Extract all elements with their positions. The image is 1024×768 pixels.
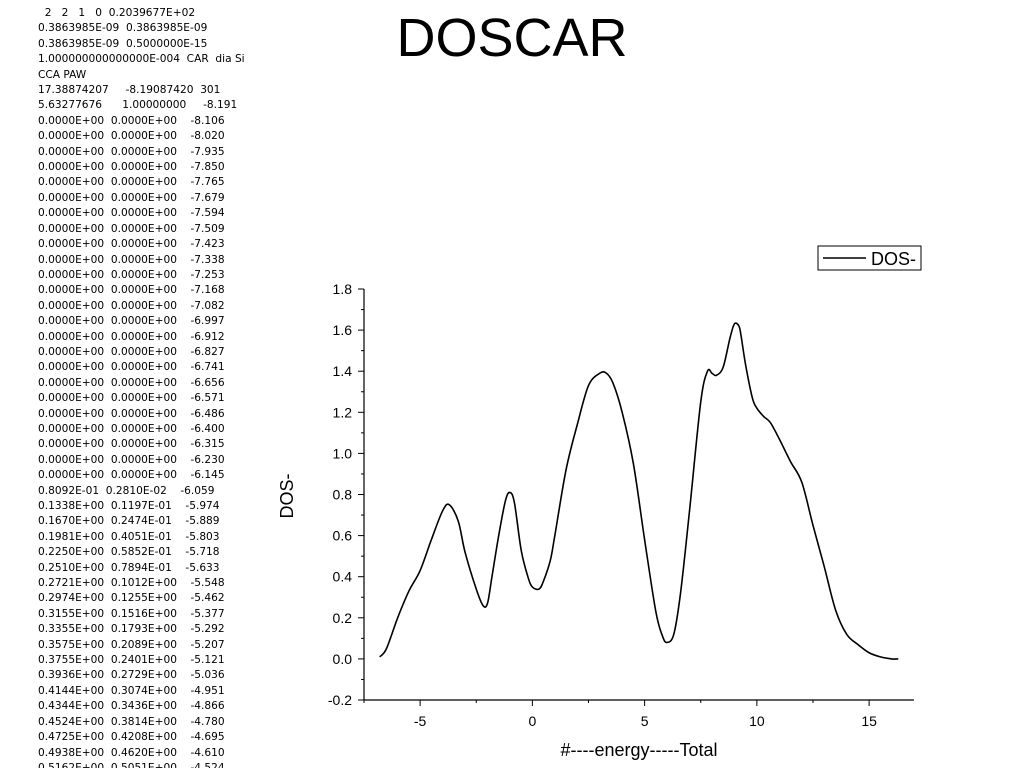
doscar-line: 0.4524E+00 0.3814E+00 -4.780 xyxy=(38,715,225,728)
y-tick-label: 0.8 xyxy=(333,487,353,503)
doscar-line: 17.38874207 -8.19087420 301 xyxy=(38,84,221,97)
doscar-line: 5.63277676 1.00000000 -8.191 xyxy=(38,99,238,112)
doscar-line: 0.3863985E-09 0.5000000E-15 xyxy=(38,37,208,50)
y-tick-label: 1.8 xyxy=(333,281,353,297)
doscar-line: 0.0000E+00 0.0000E+00 -7.594 xyxy=(38,207,225,220)
doscar-line: 0.2721E+00 0.1012E+00 -5.548 xyxy=(38,577,225,590)
doscar-line: 0.0000E+00 0.0000E+00 -7.082 xyxy=(38,299,225,312)
doscar-line: 0.0000E+00 0.0000E+00 -7.935 xyxy=(38,145,225,158)
doscar-line: 0.3755E+00 0.2401E+00 -5.121 xyxy=(38,654,225,667)
doscar-line: 0.0000E+00 0.0000E+00 -7.765 xyxy=(38,176,225,189)
y-tick-label: -0.2 xyxy=(328,692,352,708)
y-tick-label: 1.2 xyxy=(333,404,353,420)
x-axis-label: #----energy-----Total xyxy=(560,740,717,760)
y-axis-label: DOS- xyxy=(277,473,297,518)
doscar-line: 0.2510E+00 0.7894E-01 -5.633 xyxy=(38,561,220,574)
doscar-line: 0.0000E+00 0.0000E+00 -7.338 xyxy=(38,253,225,266)
doscar-line: 0.0000E+00 0.0000E+00 -7.509 xyxy=(38,222,225,235)
chart-series xyxy=(379,322,899,660)
doscar-line: 2 2 1 0 0.2039677E+02 xyxy=(38,7,196,19)
doscar-line: 0.3355E+00 0.1793E+00 -5.292 xyxy=(38,623,225,636)
doscar-text-listing: 2 2 1 0 0.2039677E+02 0.3863985E-09 0.386… xyxy=(38,6,278,768)
y-tick-label: 1.0 xyxy=(333,445,353,461)
chart-axes xyxy=(363,289,914,701)
doscar-line: 0.0000E+00 0.0000E+00 -7.168 xyxy=(38,284,225,297)
doscar-line: 0.0000E+00 0.0000E+00 -6.997 xyxy=(38,315,225,328)
doscar-line: 0.4938E+00 0.4620E+00 -4.610 xyxy=(38,746,225,759)
y-tick-label: 0.0 xyxy=(333,651,353,667)
doscar-line: 0.0000E+00 0.0000E+00 -6.656 xyxy=(38,376,225,389)
doscar-line: 0.0000E+00 0.0000E+00 -6.571 xyxy=(38,392,225,405)
chart-ticks: -0.2 0.0 0.2 0.4 0.6 0.8 1.0 1.2 1.4 1.6 1.8 -5 0 5 10… xyxy=(328,281,877,729)
doscar-line: 0.0000E+00 0.0000E+00 -6.741 xyxy=(38,361,225,374)
doscar-line: 0.4144E+00 0.3074E+00 -4.951 xyxy=(38,684,225,697)
y-tick-label: 0.2 xyxy=(333,610,353,626)
doscar-line: 0.0000E+00 0.0000E+00 -6.827 xyxy=(38,345,225,358)
slide-title: DOSCAR xyxy=(396,8,628,68)
doscar-line: 0.2974E+00 0.1255E+00 -5.462 xyxy=(38,592,225,605)
doscar-line: 0.2250E+00 0.5852E-01 -5.718 xyxy=(38,546,220,559)
doscar-line: 0.0000E+00 0.0000E+00 -6.315 xyxy=(38,438,225,451)
chart-legend: DOS- xyxy=(817,245,922,271)
doscar-line: 0.0000E+00 0.0000E+00 -6.912 xyxy=(38,330,225,343)
doscar-line: 0.0000E+00 0.0000E+00 -8.106 xyxy=(38,114,225,127)
x-tick-label: 15 xyxy=(861,713,877,729)
doscar-line: 0.3863985E-09 0.3863985E-09 xyxy=(38,22,208,35)
doscar-line: 0.0000E+00 0.0000E+00 -6.486 xyxy=(38,407,225,420)
doscar-line: 0.0000E+00 0.0000E+00 -6.400 xyxy=(38,422,225,435)
doscar-line: 0.0000E+00 0.0000E+00 -8.020 xyxy=(38,130,225,143)
doscar-line: 0.0000E+00 0.0000E+00 -7.679 xyxy=(38,191,225,204)
x-tick-label: -5 xyxy=(414,713,427,729)
x-tick-label: 5 xyxy=(641,713,649,729)
doscar-line: 0.4344E+00 0.3436E+00 -4.866 xyxy=(38,700,225,713)
doscar-line: 0.4725E+00 0.4208E+00 -4.695 xyxy=(38,731,225,744)
doscar-line: 1.000000000000000E-004 CAR dia Si xyxy=(38,53,245,66)
doscar-line: 0.0000E+00 0.0000E+00 -6.145 xyxy=(38,469,225,482)
x-tick-label: 10 xyxy=(749,713,765,729)
series-line-dos xyxy=(379,322,899,660)
doscar-line: 0.1670E+00 0.2474E-01 -5.889 xyxy=(38,515,220,528)
doscar-line: 0.3936E+00 0.2729E+00 -5.036 xyxy=(38,669,225,682)
doscar-line: 0.0000E+00 0.0000E+00 -7.850 xyxy=(38,161,225,174)
doscar-line: 0.3155E+00 0.1516E+00 -5.377 xyxy=(38,607,225,620)
doscar-line: 0.0000E+00 0.0000E+00 -6.230 xyxy=(38,453,225,466)
y-tick-label: 0.6 xyxy=(333,528,353,544)
doscar-line: 0.1338E+00 0.1197E-01 -5.974 xyxy=(38,500,220,512)
doscar-line: 0.8092E-01 0.2810E-02 -6.059 xyxy=(38,484,215,497)
doscar-line: 0.0000E+00 0.0000E+00 -7.253 xyxy=(38,268,225,281)
y-tick-label: 1.6 xyxy=(333,322,353,338)
doscar-line: 0.1981E+00 0.4051E-01 -5.803 xyxy=(38,530,220,543)
doscar-line: 0.5162E+00 0.5051E+00 -4.524 xyxy=(38,761,225,768)
doscar-line: 0.0000E+00 0.0000E+00 -7.423 xyxy=(38,238,225,251)
doscar-line: CCA PAW xyxy=(38,68,87,81)
legend-entry-dos: DOS- xyxy=(871,249,916,269)
y-tick-label: 1.4 xyxy=(333,363,353,379)
doscar-line: 0.3575E+00 0.2089E+00 -5.207 xyxy=(38,638,225,651)
y-tick-label: 0.4 xyxy=(333,569,353,585)
x-tick-label: 0 xyxy=(528,713,536,729)
